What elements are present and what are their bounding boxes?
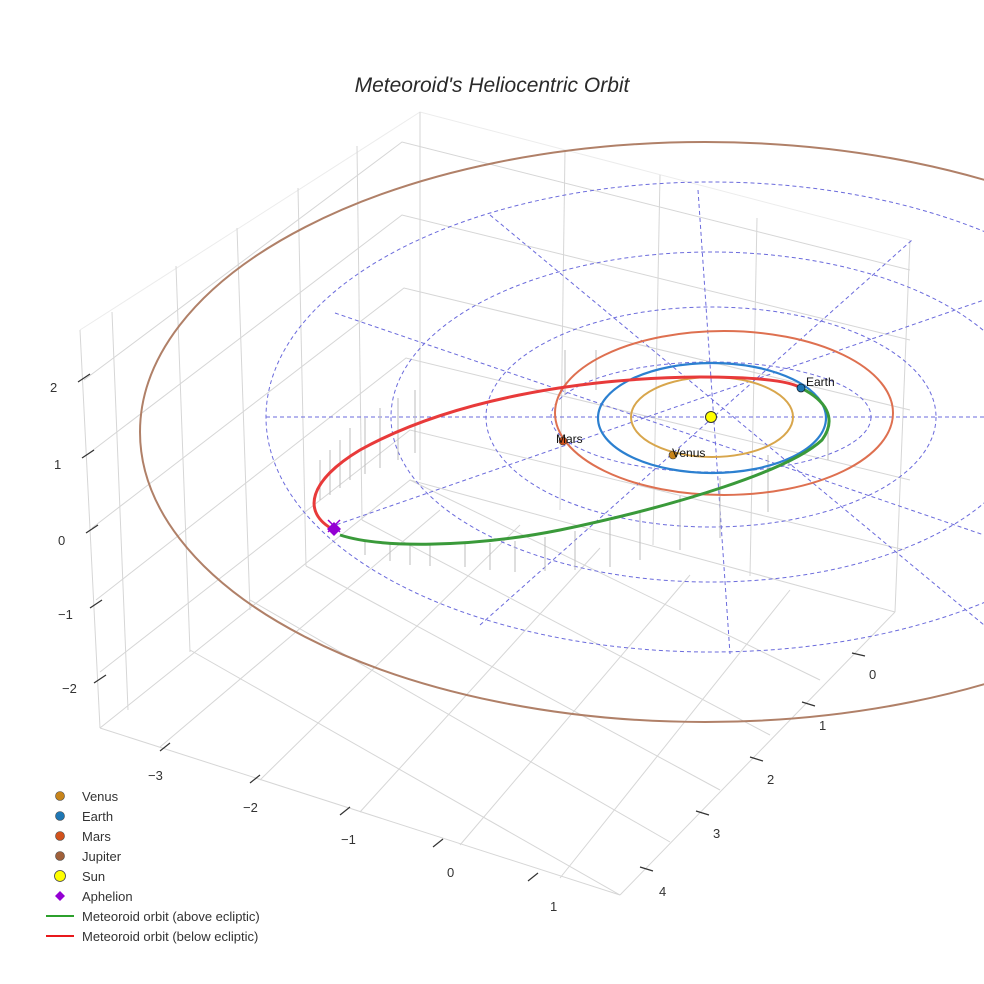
jupiter-orbit — [139, 141, 984, 723]
circle-marker-icon — [40, 826, 80, 846]
z-tick: −2 — [62, 681, 77, 696]
x-tick: −1 — [341, 832, 356, 847]
line-icon — [40, 926, 80, 946]
circle-marker-icon — [40, 806, 80, 826]
sun-marker[interactable] — [705, 411, 717, 423]
legend-item-mars[interactable]: Mars — [40, 826, 260, 846]
legend: Venus Earth Mars Jupiter Sun Aphelion Me… — [40, 786, 260, 946]
chart-title: Meteoroid's Heliocentric Orbit — [354, 74, 630, 97]
legend-item-aphelion[interactable]: Aphelion — [40, 886, 260, 906]
z-tick: 0 — [58, 533, 66, 548]
ecliptic-reference-grid — [265, 181, 984, 655]
z-tick: 2 — [50, 380, 58, 395]
earth-label: Earth — [806, 375, 835, 389]
legend-item-meteoroid-above[interactable]: Meteoroid orbit (above ecliptic) — [40, 906, 260, 926]
legend-item-jupiter[interactable]: Jupiter — [40, 846, 260, 866]
venus-marker[interactable] — [668, 450, 678, 460]
earth-marker[interactable] — [796, 383, 806, 393]
aphelion-marker[interactable] — [327, 519, 341, 536]
circle-marker-icon — [40, 846, 80, 866]
y-tick: 4 — [659, 884, 667, 899]
venus-label: Venus — [672, 446, 706, 460]
z-tick: 1 — [54, 457, 62, 472]
circle-marker-icon — [40, 866, 80, 886]
x-tick: −2 — [243, 800, 258, 815]
axes-grid — [79, 111, 911, 896]
x-tick: −3 — [148, 768, 163, 783]
legend-item-meteoroid-below[interactable]: Meteoroid orbit (below ecliptic) — [40, 926, 260, 946]
z-tick: −1 — [58, 607, 73, 622]
legend-item-venus[interactable]: Venus — [40, 786, 260, 806]
legend-item-sun[interactable]: Sun — [40, 866, 260, 886]
line-icon — [40, 906, 80, 926]
y-tick: 3 — [713, 826, 721, 841]
y-tick: 0 — [869, 667, 877, 682]
meteoroid-orbit-above-ecliptic — [339, 386, 831, 546]
circle-marker-icon — [40, 786, 80, 806]
mars-label: Mars — [556, 432, 583, 446]
diamond-marker-icon — [40, 886, 80, 906]
y-tick: 2 — [767, 772, 775, 787]
meteoroid-orbit-below-ecliptic — [312, 375, 802, 532]
x-tick: 0 — [447, 865, 455, 880]
mars-marker[interactable] — [558, 436, 568, 446]
x-tick: 1 — [550, 899, 558, 914]
earth-orbit — [596, 361, 828, 475]
y-tick: 1 — [819, 718, 827, 733]
legend-item-earth[interactable]: Earth — [40, 806, 260, 826]
mars-orbit — [554, 330, 894, 496]
tick-marks — [77, 373, 866, 882]
